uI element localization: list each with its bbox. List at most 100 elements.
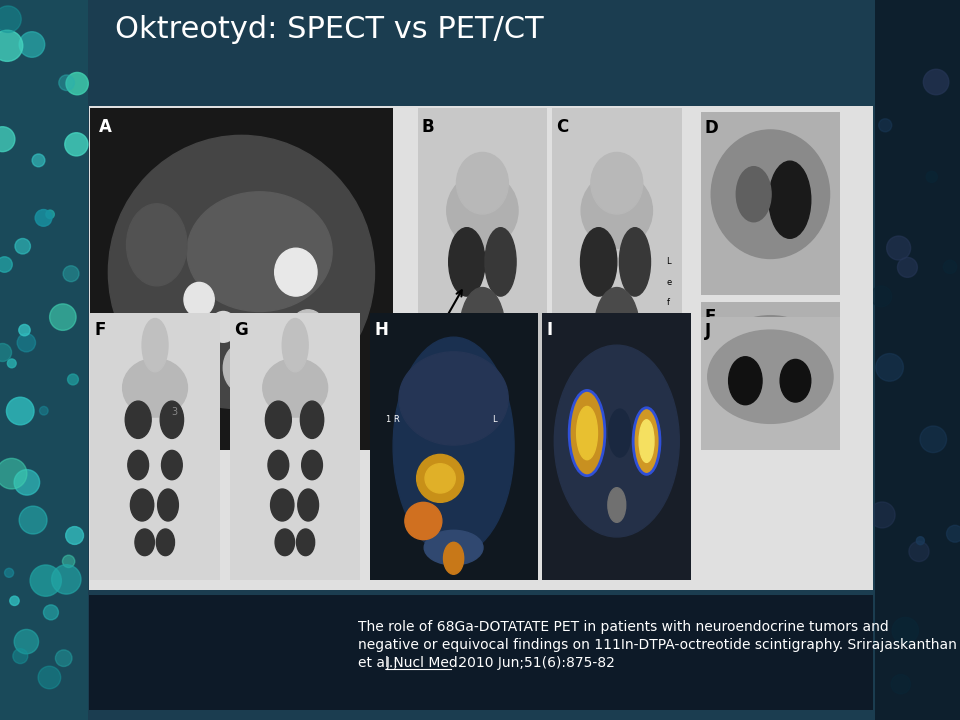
Circle shape [869, 502, 895, 528]
Circle shape [0, 343, 12, 361]
Ellipse shape [608, 487, 626, 522]
Circle shape [63, 266, 79, 282]
Circle shape [64, 132, 88, 156]
Text: H: H [374, 321, 389, 339]
Ellipse shape [569, 390, 605, 476]
Ellipse shape [224, 344, 259, 392]
Ellipse shape [300, 401, 324, 438]
Circle shape [59, 75, 75, 91]
Circle shape [39, 406, 48, 415]
Ellipse shape [160, 401, 183, 438]
Circle shape [909, 541, 929, 562]
Ellipse shape [417, 454, 464, 503]
Circle shape [0, 459, 27, 489]
Circle shape [876, 354, 903, 381]
Circle shape [878, 119, 892, 132]
Circle shape [66, 73, 88, 95]
Circle shape [14, 629, 38, 654]
Ellipse shape [594, 287, 639, 373]
Ellipse shape [460, 287, 505, 373]
Ellipse shape [769, 161, 811, 238]
Circle shape [67, 374, 79, 385]
Circle shape [17, 333, 36, 352]
Circle shape [46, 210, 55, 219]
Circle shape [56, 650, 72, 667]
Ellipse shape [399, 352, 508, 445]
Circle shape [887, 236, 911, 260]
Ellipse shape [590, 153, 642, 214]
Text: D: D [705, 119, 719, 137]
Ellipse shape [448, 228, 485, 296]
Ellipse shape [609, 409, 631, 457]
Ellipse shape [780, 359, 811, 402]
Circle shape [12, 649, 28, 664]
Ellipse shape [128, 451, 149, 480]
Ellipse shape [125, 401, 151, 438]
Circle shape [898, 258, 918, 277]
Ellipse shape [297, 529, 315, 556]
Circle shape [142, 318, 168, 372]
Circle shape [32, 154, 45, 167]
Circle shape [19, 506, 47, 534]
Circle shape [282, 318, 308, 372]
Circle shape [65, 526, 84, 544]
Ellipse shape [736, 167, 771, 222]
Text: C: C [556, 118, 568, 136]
Ellipse shape [156, 529, 175, 556]
Ellipse shape [271, 489, 294, 521]
Ellipse shape [127, 204, 187, 286]
Text: f: f [667, 298, 670, 307]
Circle shape [7, 397, 34, 425]
Text: J Nucl Med.: J Nucl Med. [386, 656, 463, 670]
Ellipse shape [634, 408, 660, 474]
Circle shape [0, 127, 15, 152]
Circle shape [43, 605, 59, 620]
Text: 3: 3 [172, 407, 178, 417]
Circle shape [924, 69, 948, 95]
FancyBboxPatch shape [89, 106, 873, 590]
Ellipse shape [123, 359, 187, 417]
Ellipse shape [711, 130, 829, 258]
Ellipse shape [457, 153, 509, 214]
Text: E: E [705, 308, 716, 326]
Circle shape [444, 542, 464, 575]
Circle shape [0, 257, 12, 272]
Circle shape [5, 568, 13, 577]
Text: G: G [234, 321, 248, 339]
Circle shape [8, 359, 16, 368]
Ellipse shape [263, 359, 327, 417]
Circle shape [209, 312, 237, 342]
Ellipse shape [298, 489, 319, 521]
Text: negative or equivocal findings on 111In-DTPA-octreotide scintigraphy. Srirajaska: negative or equivocal findings on 111In-… [358, 638, 957, 652]
Ellipse shape [581, 228, 616, 296]
Circle shape [15, 238, 31, 254]
Circle shape [892, 617, 919, 644]
Text: F: F [94, 321, 106, 339]
Ellipse shape [268, 451, 289, 480]
FancyBboxPatch shape [89, 595, 873, 710]
Ellipse shape [425, 464, 455, 493]
Circle shape [19, 325, 30, 336]
Ellipse shape [131, 489, 154, 521]
Ellipse shape [108, 135, 374, 409]
Ellipse shape [446, 173, 518, 248]
Text: Oktreotyd: SPECT vs PET/CT: Oktreotyd: SPECT vs PET/CT [115, 16, 543, 45]
Circle shape [14, 469, 39, 495]
Circle shape [926, 171, 937, 182]
Ellipse shape [554, 345, 680, 537]
Ellipse shape [157, 489, 179, 521]
Ellipse shape [301, 451, 323, 480]
Circle shape [917, 536, 924, 545]
Circle shape [10, 596, 19, 606]
Circle shape [0, 6, 21, 32]
Ellipse shape [135, 529, 155, 556]
Text: I: I [547, 321, 553, 339]
Text: The role of 68Ga-DOTATATE PET in patients with neuroendocrine tumors and: The role of 68Ga-DOTATATE PET in patient… [358, 620, 889, 634]
Circle shape [944, 260, 957, 274]
Circle shape [891, 675, 910, 694]
Ellipse shape [639, 420, 654, 462]
Ellipse shape [424, 531, 483, 565]
FancyBboxPatch shape [875, 0, 960, 720]
Ellipse shape [729, 356, 762, 405]
Ellipse shape [265, 401, 291, 438]
